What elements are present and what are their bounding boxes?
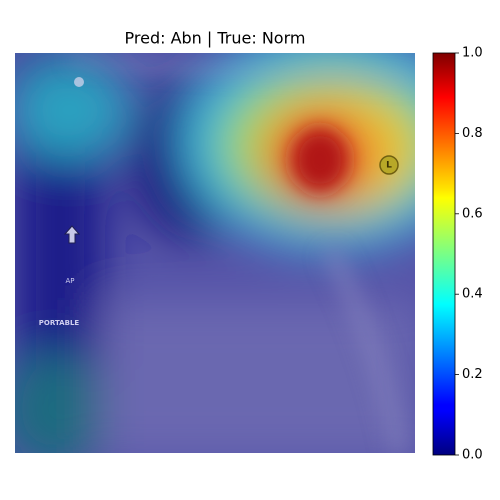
colorbar-tick-label: 1.0 bbox=[462, 46, 483, 61]
colorbar-tick-label: 0.8 bbox=[462, 126, 483, 141]
image-annotation: L bbox=[386, 161, 392, 171]
image-annotation: AP bbox=[65, 277, 74, 285]
image-annotation: PORTABLE bbox=[39, 319, 80, 327]
colorbar bbox=[432, 52, 456, 456]
heatmap-image bbox=[15, 53, 415, 453]
colorbar-tick-label: 0.4 bbox=[462, 287, 483, 302]
colorbar-tick-label: 0.2 bbox=[462, 367, 483, 382]
colorbar-tick-label: 0.0 bbox=[462, 448, 483, 463]
chart-title: Pred: Abn | True: Norm bbox=[125, 29, 306, 48]
colorbar-tick-label: 0.6 bbox=[462, 206, 483, 221]
